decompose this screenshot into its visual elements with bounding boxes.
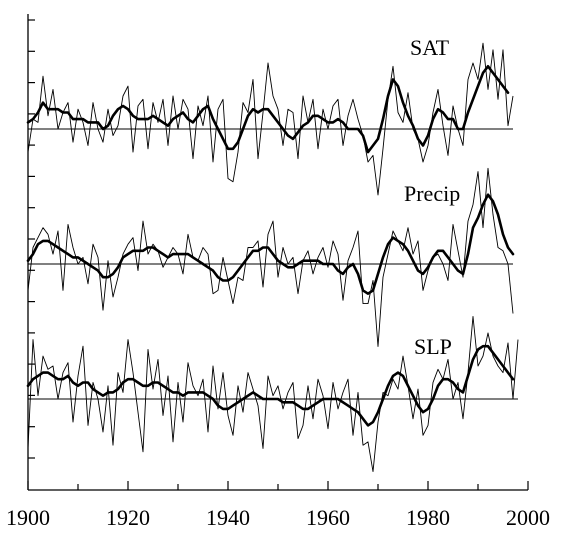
panel-precip: Precip [26,167,515,347]
smoothed-series-line [26,344,515,427]
panel-sat: SAT [26,35,514,196]
smoothed-series-line [26,65,510,154]
x-axis-tick-labels: 1900 1920 1940 1960 1980 2000 [6,505,550,530]
series-label: SLP [414,334,452,359]
x-tick-label: 1900 [6,505,50,530]
x-tick-label: 1980 [406,505,450,530]
x-tick-label: 2000 [506,505,550,530]
raw-series-line [27,316,519,473]
series-label: SAT [410,35,450,60]
y-axis-ticks [28,19,35,459]
x-tick-label: 1920 [106,505,150,530]
x-axis-ticks [27,481,529,490]
series-label: Precip [404,181,460,206]
raw-series-line [27,42,514,196]
x-tick-label: 1940 [206,505,250,530]
x-tick-label: 1960 [306,505,350,530]
panel-slp: SLP [26,316,519,473]
smoothed-series-line [26,193,515,296]
chart-panels: SAT Precip SLP [26,35,519,473]
